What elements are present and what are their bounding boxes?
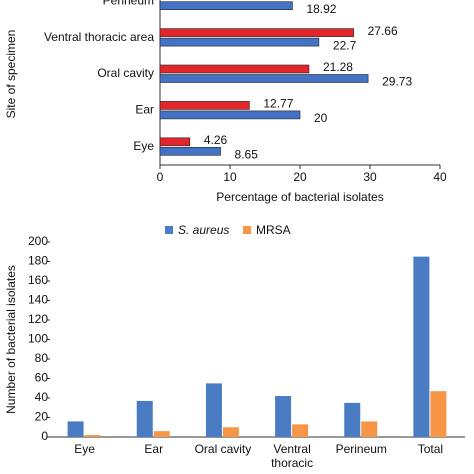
bar [159,1,293,11]
y-tick-label: 100 [28,332,48,346]
bar [413,256,430,437]
y-tick-label: Ear [135,103,154,117]
value-label: 20 [314,111,328,125]
x-tick-label: Oral cavity [194,442,252,456]
x-tick-label: 40 [433,170,447,184]
value-label: 18.92 [306,2,336,16]
bar [361,421,378,437]
y-tick-label: 60 [35,371,49,385]
bar [159,37,320,47]
x-axis-label: Percentage of bacterial isolates [216,190,383,204]
y-tick-label: 40 [35,390,49,404]
bar [159,64,310,74]
y-tick-label: Perineum [103,0,154,7]
y-tick-label: 180 [28,254,48,268]
legend-swatch [243,226,251,234]
bar [292,424,309,437]
x-tick-label: Total [417,442,444,456]
bar [159,110,301,120]
x-tick-label: 30 [363,170,377,184]
legend-label: S. aureus [178,223,229,237]
y-axis-label: Site of specimen [4,30,18,119]
bar [430,391,447,437]
y-axis-label: Number of bacterial isolates [4,265,18,414]
x-label-box: Eye [74,442,95,456]
y-tick-label: 160 [28,273,48,287]
legend-swatch [165,226,173,234]
y-tick-label: 0 [41,429,48,443]
bar [84,435,101,437]
x-tick-label: Ventral thoracic [271,442,314,470]
y-tick-label: 120 [28,312,48,326]
value-label: 8.65 [235,147,259,161]
value-label: 29.73 [382,75,412,89]
x-tick-label: Eye [74,442,95,456]
y-tick-label: 20 [35,410,49,424]
x-tick-label: 0 [157,170,164,184]
y-tick-label: 140 [28,293,48,307]
x-tick-label: Perineum [335,442,387,456]
x-tick-label: 10 [223,170,237,184]
bar [344,402,361,437]
x-tick-label: 20 [293,170,307,184]
bar [159,147,221,156]
legend-label: MRSA [256,223,291,237]
y-tick-label: 200 [28,234,48,248]
bar [153,431,170,437]
x-label-box: Total [417,442,444,456]
value-label: 4.26 [204,133,228,147]
x-label-box: Oral cavity [194,442,252,456]
x-label-box: Ventral thoracic [271,442,314,470]
x-label-box: Perineum [335,442,387,456]
y-tick-label: Ventral thoracic area [44,30,154,44]
value-label: 27.66 [368,24,398,38]
y-tick-label: 80 [35,351,49,365]
y-tick-label: Eye [133,139,154,153]
bar [275,396,292,437]
value-label: 21.28 [323,60,353,74]
bar [159,74,369,83]
bar [159,28,354,37]
bar [159,137,191,147]
value-label: 22.7 [333,38,357,52]
value-label: 12.77 [263,97,293,111]
bar [159,101,250,110]
x-label-box: Ear [144,442,164,456]
bar [205,383,222,437]
y-tick-label: Oral cavity [97,66,154,80]
x-tick-label: Ear [144,442,164,456]
bar [136,400,153,437]
bar [222,427,239,437]
bar [67,421,84,437]
